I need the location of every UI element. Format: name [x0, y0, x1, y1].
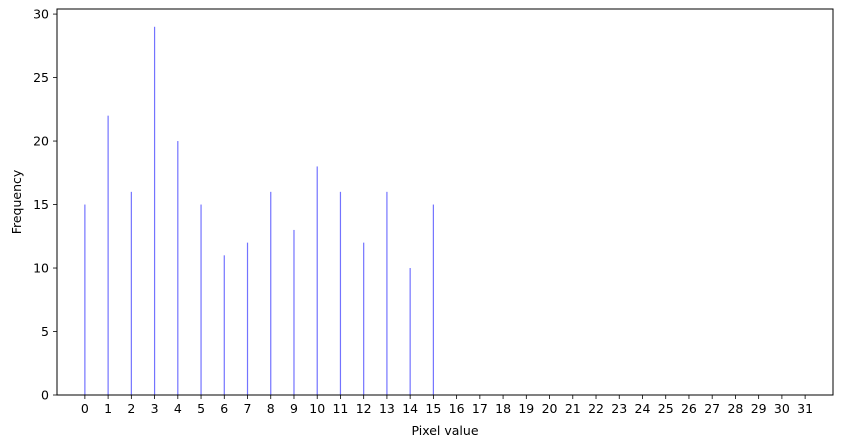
bar-5: [200, 204, 202, 395]
bar-8: [270, 191, 272, 395]
y-tick-label: 25: [33, 70, 49, 85]
x-tick-label: 12: [356, 401, 372, 416]
bars-group: [84, 26, 434, 396]
bar-15: [432, 204, 434, 395]
x-tick-label: 31: [797, 401, 813, 416]
plot-background: [57, 9, 833, 395]
x-tick-label: 26: [681, 401, 697, 416]
x-tick-label: 22: [588, 401, 604, 416]
x-axis-label: Pixel value: [411, 423, 478, 438]
bar-1: [107, 115, 109, 395]
x-tick-label: 3: [151, 401, 159, 416]
y-tick-label: 5: [41, 324, 49, 339]
x-tick-label: 14: [402, 401, 418, 416]
x-tick-label: 30: [774, 401, 790, 416]
x-tick-label: 1: [104, 401, 112, 416]
bar-7: [246, 242, 249, 395]
x-tick-label: 8: [267, 401, 275, 416]
plot-frame: [56, 8, 834, 396]
y-tick-label: 30: [33, 7, 49, 22]
bar-9: [293, 229, 295, 395]
x-tick-label: 18: [495, 401, 511, 416]
bar-12: [363, 242, 365, 395]
x-tick-label: 24: [635, 401, 651, 416]
x-tick-label: 4: [174, 401, 182, 416]
x-tick-label: 10: [309, 401, 325, 416]
x-tick-label: 7: [244, 401, 252, 416]
x-tick-label: 13: [379, 401, 395, 416]
x-tick-label: 15: [425, 401, 441, 416]
x-tick-label: 9: [290, 401, 298, 416]
y-tick-label: 15: [33, 197, 49, 212]
x-tick-label: 25: [658, 401, 674, 416]
x-tick-label: 21: [565, 401, 581, 416]
bar-6: [223, 255, 225, 395]
x-tick-label: 17: [472, 401, 488, 416]
x-tick-label: 29: [751, 401, 767, 416]
x-tick-label: 27: [704, 401, 720, 416]
bar-14: [409, 268, 411, 395]
bar-0: [84, 204, 86, 395]
x-tick-label: 23: [611, 401, 627, 416]
y-tick-label: 10: [33, 261, 49, 276]
bar-3: [153, 26, 156, 396]
y-tick-label: 0: [41, 388, 49, 403]
x-ticks-group: 0 1 2 3 4 5 6 7 8 9 10 11 12 13 14 15 16 17 18 19 20 21 22 23 24…: [81, 395, 813, 416]
bar-10: [316, 166, 318, 395]
x-tick-label: 28: [727, 401, 743, 416]
y-axis-label: Frequency: [9, 169, 24, 234]
x-tick-label: 2: [127, 401, 135, 416]
x-tick-label: 5: [197, 401, 205, 416]
bar-13: [386, 191, 388, 395]
y-tick-label: 20: [33, 134, 49, 149]
x-tick-label: 16: [449, 401, 465, 416]
x-tick-label: 11: [332, 401, 348, 416]
x-tick-label: 19: [518, 401, 534, 416]
x-tick-label: 6: [220, 401, 228, 416]
bar-2: [130, 191, 132, 395]
y-ticks-group: 0 5 10 15 20 25 30: [33, 7, 57, 403]
bar-4: [177, 141, 179, 395]
x-tick-label: 0: [81, 401, 89, 416]
x-tick-label: 20: [542, 401, 558, 416]
bar-11: [339, 191, 342, 395]
